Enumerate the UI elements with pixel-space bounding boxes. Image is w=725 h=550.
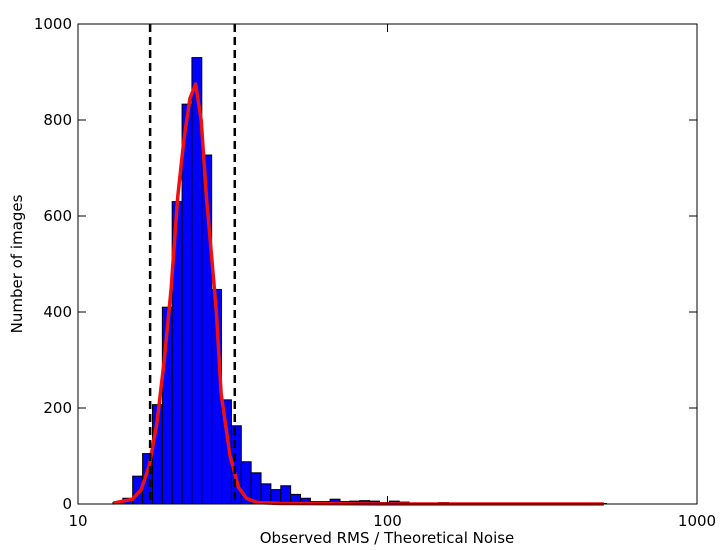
x-tick-label: 100 bbox=[373, 512, 402, 530]
y-tick-label: 600 bbox=[43, 207, 72, 225]
bar bbox=[181, 103, 193, 505]
y-axis-label: Number of images bbox=[8, 194, 26, 333]
x-tick-label: 10 bbox=[68, 512, 87, 530]
y-tick-label: 0 bbox=[62, 495, 72, 513]
x-axis-label: Observed RMS / Theoretical Noise bbox=[260, 529, 515, 547]
x-tick-label: 1000 bbox=[678, 512, 716, 530]
bar bbox=[280, 485, 292, 505]
y-tick-label: 800 bbox=[43, 111, 72, 129]
bar bbox=[260, 483, 272, 505]
fit-line bbox=[112, 82, 604, 506]
y-tick-label: 200 bbox=[43, 399, 72, 417]
y-tick-label: 400 bbox=[43, 303, 72, 321]
y-tick-label: 1000 bbox=[34, 15, 72, 33]
